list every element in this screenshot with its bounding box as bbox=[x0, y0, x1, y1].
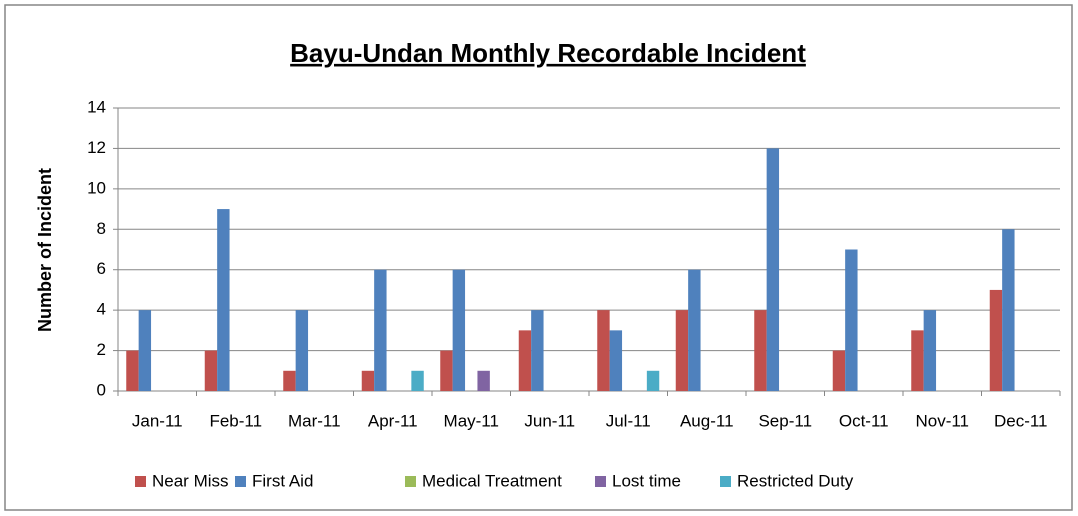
legend-swatch bbox=[720, 476, 731, 487]
legend-swatch bbox=[595, 476, 606, 487]
bar bbox=[518, 330, 532, 391]
y-tick-label: 0 bbox=[97, 380, 106, 399]
legend-swatch bbox=[135, 476, 146, 487]
bar bbox=[1002, 229, 1015, 391]
legend-label: Lost time bbox=[612, 471, 681, 490]
bar bbox=[531, 310, 544, 391]
legend-label: First Aid bbox=[252, 471, 313, 490]
bar bbox=[361, 370, 375, 391]
bar bbox=[452, 269, 466, 391]
bar bbox=[374, 269, 387, 391]
bar bbox=[989, 289, 1003, 391]
legend-label: Near Miss bbox=[152, 471, 229, 490]
y-tick-label: 4 bbox=[97, 300, 106, 319]
y-tick-label: 10 bbox=[87, 178, 106, 197]
bar bbox=[411, 370, 424, 391]
bar bbox=[923, 310, 937, 391]
y-tick-label: 12 bbox=[87, 138, 106, 157]
bar bbox=[675, 310, 689, 391]
y-tick-label: 6 bbox=[97, 259, 106, 278]
chart-frame bbox=[4, 4, 1073, 511]
y-tick-label: 14 bbox=[87, 97, 106, 116]
x-tick-label: Oct-11 bbox=[839, 411, 889, 430]
bar bbox=[440, 350, 453, 391]
x-tick-label: Aug-11 bbox=[680, 411, 734, 430]
legend-swatch bbox=[235, 476, 246, 487]
bar bbox=[754, 310, 767, 391]
y-tick-label: 2 bbox=[97, 340, 106, 359]
legend-label: Restricted Duty bbox=[737, 471, 854, 490]
x-tick-label: Jun-11 bbox=[524, 411, 575, 430]
bar bbox=[609, 330, 623, 391]
x-tick-label: Dec-11 bbox=[994, 411, 1048, 430]
bar bbox=[688, 269, 701, 391]
bar bbox=[766, 148, 780, 391]
x-tick-label: Jan-11 bbox=[132, 411, 183, 430]
chart-title: Bayu-Undan Monthly Recordable Incident bbox=[290, 38, 806, 68]
y-tick-label: 8 bbox=[97, 219, 106, 238]
legend-swatch bbox=[405, 476, 416, 487]
bar bbox=[126, 350, 139, 391]
legend-label: Medical Treatment bbox=[422, 471, 562, 490]
bar bbox=[295, 310, 309, 391]
x-tick-label: Sep-11 bbox=[758, 411, 812, 430]
x-tick-label: Jul-11 bbox=[606, 411, 651, 430]
bar bbox=[204, 350, 218, 391]
x-tick-label: Nov-11 bbox=[915, 411, 969, 430]
bar bbox=[217, 209, 230, 391]
x-tick-label: May-11 bbox=[444, 411, 499, 430]
bar bbox=[646, 370, 660, 391]
x-tick-label: Feb-11 bbox=[209, 411, 262, 430]
x-tick-label: Apr-11 bbox=[368, 411, 418, 430]
bar bbox=[845, 249, 858, 391]
bar bbox=[477, 370, 490, 391]
bar bbox=[597, 310, 610, 391]
bar bbox=[138, 310, 152, 391]
bar bbox=[911, 330, 924, 391]
x-tick-label: Mar-11 bbox=[288, 411, 341, 430]
bar bbox=[832, 350, 846, 391]
y-axis-label: Number of Incident bbox=[35, 168, 55, 332]
bar bbox=[283, 370, 296, 391]
